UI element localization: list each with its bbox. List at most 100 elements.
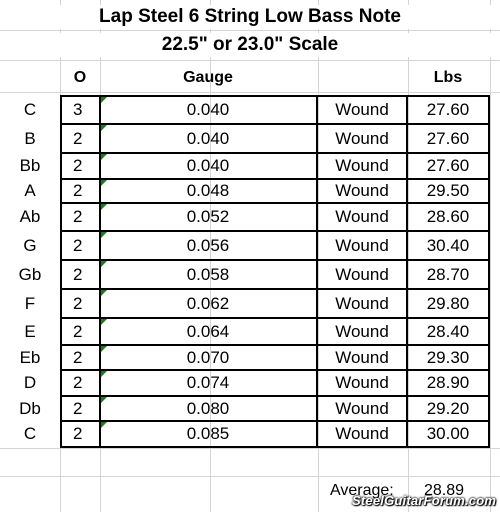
table-border: [60, 259, 489, 261]
tension-cell[interactable]: 29.50: [426, 181, 470, 200]
tension-cell[interactable]: 27.60: [426, 100, 470, 119]
sheet-subtitle: 22.5" or 23.0" Scale: [0, 33, 500, 57]
table-border: [60, 317, 489, 319]
octave-cell[interactable]: 2: [73, 235, 83, 255]
comment-indicator-icon: [101, 232, 107, 238]
string-type-cell[interactable]: Wound: [335, 100, 389, 119]
table-border: [488, 95, 490, 448]
table-border: [60, 369, 489, 371]
comment-indicator-icon: [101, 422, 107, 428]
string-type-cell[interactable]: Wound: [335, 207, 389, 226]
tension-cell[interactable]: 29.30: [426, 347, 470, 367]
gauge-cell[interactable]: 0.052: [186, 207, 230, 226]
average-value[interactable]: 28.89: [424, 482, 465, 499]
comment-indicator-icon: [101, 125, 107, 131]
row-note-label: A: [24, 181, 36, 200]
column-header-lbs[interactable]: Lbs: [433, 69, 463, 86]
gauge-cell[interactable]: 0.040: [186, 100, 230, 119]
string-type-cell[interactable]: Wound: [335, 373, 389, 392]
table-border: [60, 288, 489, 290]
tension-cell[interactable]: 27.60: [426, 128, 470, 148]
table-border: [60, 152, 489, 154]
octave-cell[interactable]: 2: [73, 424, 83, 443]
row-note-label: B: [24, 128, 36, 148]
string-type-cell[interactable]: Wound: [335, 235, 389, 255]
gauge-cell[interactable]: 0.074: [186, 373, 230, 392]
table-border: [60, 395, 489, 397]
gauge-cell[interactable]: 0.062: [186, 293, 230, 313]
octave-cell[interactable]: 2: [73, 128, 83, 148]
string-type-cell[interactable]: Wound: [335, 156, 389, 175]
octave-cell[interactable]: 2: [73, 293, 83, 313]
gridline: [0, 448, 500, 449]
string-type-cell[interactable]: Wound: [335, 181, 389, 200]
string-type-cell[interactable]: Wound: [335, 264, 389, 284]
string-type-cell[interactable]: Wound: [335, 398, 389, 418]
octave-cell[interactable]: 2: [73, 264, 83, 284]
octave-cell[interactable]: 2: [73, 398, 83, 418]
column-header-gauge[interactable]: Gauge: [183, 69, 233, 86]
average-label: Average:: [330, 482, 394, 499]
gauge-cell[interactable]: 0.058: [186, 264, 230, 284]
gauge-cell[interactable]: 0.048: [186, 181, 230, 200]
comment-indicator-icon: [101, 204, 107, 210]
octave-cell[interactable]: 2: [73, 321, 83, 341]
string-type-cell[interactable]: Wound: [335, 347, 389, 367]
tension-cell[interactable]: 29.20: [426, 398, 470, 418]
row-note-label: Bb: [19, 156, 41, 175]
gridline: [490, 0, 491, 512]
row-note-label: G: [23, 235, 37, 255]
tension-cell[interactable]: 30.00: [426, 424, 470, 443]
table-border: [60, 420, 489, 422]
sheet-title: Lap Steel 6 String Low Bass Note: [0, 5, 500, 29]
comment-indicator-icon: [101, 319, 107, 325]
tension-cell[interactable]: 28.90: [426, 373, 470, 392]
comment-indicator-icon: [101, 346, 107, 352]
gauge-cell[interactable]: 0.064: [186, 321, 230, 341]
table-border: [60, 446, 489, 448]
gridline: [210, 0, 211, 512]
gauge-cell[interactable]: 0.040: [186, 156, 230, 175]
gridline: [0, 476, 500, 477]
gauge-cell[interactable]: 0.070: [186, 347, 230, 367]
string-type-cell[interactable]: Wound: [335, 321, 389, 341]
column-header-o[interactable]: O: [73, 69, 87, 86]
tension-cell[interactable]: 28.70: [426, 264, 470, 284]
tension-cell[interactable]: 28.40: [426, 321, 470, 341]
octave-cell[interactable]: 2: [73, 207, 83, 226]
row-note-label: Gb: [18, 264, 42, 284]
tension-cell[interactable]: 28.60: [426, 207, 470, 226]
table-border: [60, 123, 489, 125]
octave-cell[interactable]: 2: [73, 181, 83, 200]
table-border: [60, 344, 489, 346]
table-border: [60, 95, 489, 97]
octave-cell[interactable]: 2: [73, 373, 83, 392]
comment-indicator-icon: [101, 290, 107, 296]
comment-indicator-icon: [101, 371, 107, 377]
table-border: [60, 202, 489, 204]
gridline: [0, 92, 500, 93]
tension-cell[interactable]: 29.80: [426, 293, 470, 313]
row-note-label: Db: [19, 398, 41, 418]
octave-cell[interactable]: 3: [73, 100, 83, 119]
string-type-cell[interactable]: Wound: [335, 128, 389, 148]
gauge-cell[interactable]: 0.040: [186, 128, 230, 148]
row-note-label: Eb: [19, 347, 41, 367]
table-border: [316, 95, 318, 448]
gauge-cell[interactable]: 0.080: [186, 398, 230, 418]
row-note-label: E: [24, 321, 36, 341]
gridline: [0, 30, 500, 31]
string-type-cell[interactable]: Wound: [335, 293, 389, 313]
table-border: [99, 95, 101, 448]
string-type-cell[interactable]: Wound: [335, 424, 389, 443]
row-note-label: C: [23, 100, 37, 119]
gauge-cell[interactable]: 0.085: [186, 424, 230, 443]
table-border: [60, 230, 489, 232]
gauge-cell[interactable]: 0.056: [186, 235, 230, 255]
tension-cell[interactable]: 30.40: [426, 235, 470, 255]
octave-cell[interactable]: 2: [73, 347, 83, 367]
octave-cell[interactable]: 2: [73, 156, 83, 175]
tension-cell[interactable]: 27.60: [426, 156, 470, 175]
table-border: [406, 95, 408, 448]
